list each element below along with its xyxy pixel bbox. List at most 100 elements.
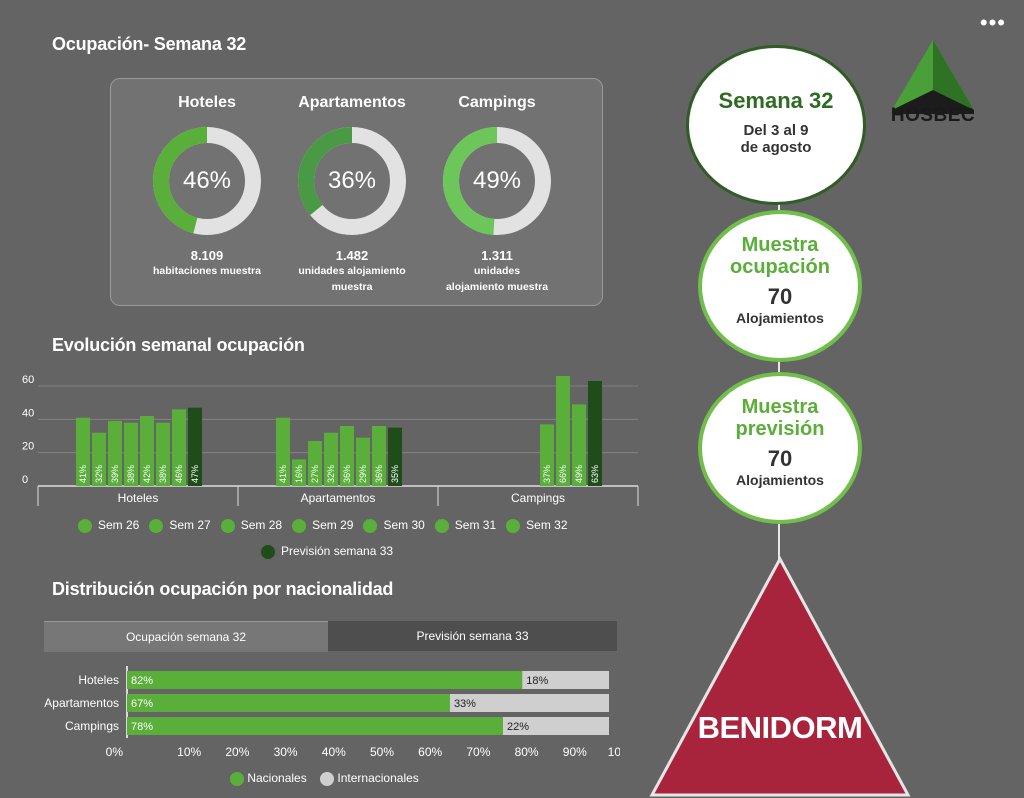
bar-value-label: 37% xyxy=(542,465,552,483)
sample-occupancy-value: 70 xyxy=(767,284,793,309)
sample-occupancy-circle: Muestra ocupación 70 Alojamientos xyxy=(698,210,862,362)
tab-ocupacion-semana-32[interactable]: Ocupación semana 32 xyxy=(44,621,328,652)
x-tick-label: 50% xyxy=(370,745,394,759)
legend-label: Sem 32 xyxy=(526,518,568,532)
bar-value-label: 35% xyxy=(390,465,400,483)
bar xyxy=(388,427,402,486)
tab-prevision-semana-33[interactable]: Previsión semana 33 xyxy=(328,621,617,651)
bar-value-label: 38% xyxy=(158,465,168,483)
legend-item-sem[interactable]: Sem 28 xyxy=(220,518,283,533)
donut-sample-caption-1: unidades alojamiento xyxy=(298,265,406,277)
legend-label: Internacionales xyxy=(337,771,419,785)
legend-item-sem[interactable]: Sem 26 xyxy=(78,518,140,533)
category-label: Hoteles xyxy=(78,673,119,687)
donut-sample-count: 1.311 xyxy=(481,248,513,263)
sample-occupancy-title-1: Muestra xyxy=(741,234,819,256)
legend-label: Sem 26 xyxy=(98,518,140,532)
page-title: Ocupación- Semana 32 xyxy=(52,34,247,54)
bar xyxy=(588,381,602,486)
bar-value-label: 78% xyxy=(131,721,153,733)
bar-value-label: 47% xyxy=(190,465,200,483)
donut-value-label: 36% xyxy=(327,167,377,194)
occupancy-donut-panel xyxy=(110,78,603,306)
y-tick-label: 60 xyxy=(22,374,34,386)
bar-value-label: 49% xyxy=(574,465,584,483)
bar-value-label: 33% xyxy=(454,698,476,710)
legend-item-internacionales[interactable]: Internacionales xyxy=(320,771,419,786)
bar-value-label: 41% xyxy=(78,465,88,483)
legend-item-sem[interactable]: Sem 31 xyxy=(434,518,496,533)
donut-sample-caption-2: muestra xyxy=(331,281,373,293)
nationality-stacked-bar-chart: Hoteles 82% 18% Apartamentos 67% 33% Campings 7… xyxy=(44,666,620,759)
donut-sample-caption-1: unidades xyxy=(473,265,521,277)
x-tick-label: 80% xyxy=(515,745,539,759)
donut-value-arc xyxy=(298,127,406,235)
donut-value-label: 46% xyxy=(182,167,232,194)
bar xyxy=(276,417,290,486)
donut-sample-caption-2: alojamiento muestra xyxy=(445,281,549,293)
hosbec-logo-text: HOSBEC xyxy=(890,105,976,126)
legend-label: Nacionales xyxy=(247,771,307,785)
bar-value-label: 66% xyxy=(558,465,568,483)
sample-forecast-unit: Alojamientos xyxy=(736,472,824,488)
evolution-bar-chart: 0 20 40 60 41% 32% 39% 38% 42% 38% 46% 47% Hoteles 41… xyxy=(22,374,639,506)
category-label: Hoteles xyxy=(118,491,159,505)
bar-value-label: 42% xyxy=(142,465,152,483)
x-tick-label: 90% xyxy=(563,745,587,759)
bar-value-label: 36% xyxy=(374,465,384,483)
legend-dot xyxy=(149,518,164,533)
sample-forecast-title-1: Muestra xyxy=(741,396,819,418)
bar-segment xyxy=(522,671,609,689)
donut-hoteles-title: Hoteles xyxy=(178,94,236,111)
bar xyxy=(540,424,554,486)
bar xyxy=(140,416,154,486)
bar xyxy=(108,421,122,486)
legend-label: Sem 30 xyxy=(383,518,425,532)
bar xyxy=(124,422,138,486)
sample-forecast-circle: Muestra previsión 70 Alojamientos xyxy=(698,372,862,524)
bar xyxy=(572,404,586,486)
legend-dot xyxy=(292,518,307,533)
bar-value-label: 27% xyxy=(310,465,320,483)
donut-apartamentos[interactable] xyxy=(292,121,412,241)
sample-forecast-value: 70 xyxy=(767,446,793,471)
bar-value-label: 29% xyxy=(358,465,368,483)
legend-label: Sem 29 xyxy=(312,518,354,532)
donut-campings[interactable] xyxy=(437,121,557,241)
legend-item-sem[interactable]: Sem 29 xyxy=(292,518,354,533)
week-circle: Semana 32 Del 3 al 9 de agosto xyxy=(686,45,866,205)
x-tick-label: 100% xyxy=(608,745,620,759)
evolution-legend: Sem 26 Sem 27 Sem 28 Sem 29 Sem 30 Sem 31 Sem … xyxy=(78,516,638,560)
legend-dot xyxy=(220,518,235,533)
distribution-title: Distribución ocupación por nacionalidad xyxy=(52,579,394,599)
bar-segment xyxy=(449,694,609,712)
legend-label: Sem 28 xyxy=(240,518,283,532)
week-title: Semana 32 xyxy=(718,88,834,113)
bar-value-label: 32% xyxy=(326,465,336,483)
legend-dot-nacionales xyxy=(230,771,244,786)
bar-value-label: 36% xyxy=(342,465,352,483)
x-tick-label: 40% xyxy=(322,745,346,759)
bar xyxy=(172,409,186,486)
donut-campings-title: Campings xyxy=(458,94,536,111)
legend-item-nacionales[interactable]: Nacionales xyxy=(230,771,310,786)
legend-item-sem[interactable]: Sem 30 xyxy=(363,518,425,533)
legend-item-sem[interactable]: Sem 27 xyxy=(149,518,211,533)
y-tick-label: 40 xyxy=(22,407,34,419)
legend-dot-internacionales xyxy=(320,771,335,786)
x-tick-label: 30% xyxy=(274,745,298,759)
donut-hoteles[interactable] xyxy=(147,121,267,241)
bar-value-label: 32% xyxy=(94,465,104,483)
bar xyxy=(156,422,170,486)
bar xyxy=(324,432,338,486)
legend-item-forecast[interactable]: Previsión semana 33 xyxy=(261,544,393,559)
legend-label: Sem 27 xyxy=(169,518,211,532)
legend-item-sem[interactable]: Sem 32 xyxy=(506,518,568,533)
bar-value-label: 82% xyxy=(131,675,153,687)
hosbec-logo-icon xyxy=(892,40,974,114)
more-options-icon[interactable]: ••• xyxy=(979,10,1006,35)
bar xyxy=(356,437,370,486)
bar xyxy=(292,459,306,486)
x-tick-label: 70% xyxy=(466,745,490,759)
bar-value-label: 38% xyxy=(126,465,136,483)
